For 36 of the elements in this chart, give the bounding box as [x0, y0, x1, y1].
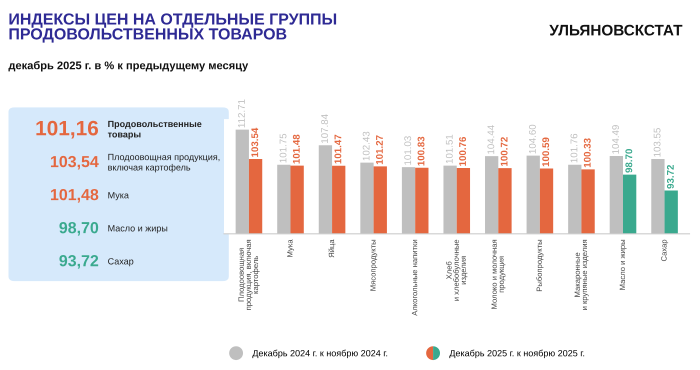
data-label: 101.27 — [376, 135, 383, 164]
data-label: 101.48 — [292, 134, 300, 164]
data-label: 112.71 — [238, 100, 245, 128]
text: 101,16 — [36, 120, 98, 139]
text: декабрь 2025 г. в % к предыдущему месяцу — [8, 61, 248, 72]
data-label: 100.76 — [459, 136, 466, 166]
legend-label: Декабрь 2025 г. к ноябрю 2025 г. — [449, 350, 584, 358]
data-label: 102.43 — [362, 132, 370, 160]
text: ИНДЕКСЫ ЦЕН НА ОТДЕЛЬНЫЕ ГРУППЫ ПРОДОВОЛЬСТВЕННЫХ ТОВАРОВ — [9, 13, 336, 43]
text: 98,70 — [59, 222, 98, 236]
data-label: 101.51 — [446, 134, 453, 164]
data-label: 100.83 — [418, 136, 424, 166]
category-label: Продовольственные товары — [108, 120, 202, 140]
data-label: 100.33 — [584, 138, 591, 168]
text: 101,48 — [50, 188, 98, 203]
data-label: 104.44 — [487, 125, 494, 154]
category-label: Плодоовощная продукция, включая картофель — [108, 154, 220, 172]
data-label: 101.03 — [404, 136, 412, 165]
data-label: 101.75 — [280, 134, 286, 162]
data-label: 103.55 — [654, 128, 661, 157]
category-label: Масло и жиры — [108, 225, 168, 234]
data-label: 100.72 — [500, 137, 508, 166]
text: 93,72 — [59, 255, 98, 269]
text: УЛЬЯНОВСКСТАТ — [549, 24, 682, 36]
data-label: 104.49 — [612, 125, 619, 154]
data-label: 103.54 — [251, 128, 258, 157]
data-label: 107.84 — [321, 114, 328, 143]
category-label: Мука — [108, 192, 129, 200]
data-label: 100.59 — [542, 138, 550, 166]
legend-label: Декабрь 2024 г. к ноябрю 2024 г. — [252, 350, 388, 358]
data-label: 93.72 — [666, 164, 674, 189]
data-label: 104.60 — [528, 124, 536, 154]
text: 103,54 — [50, 156, 99, 170]
data-label: 101.76 — [570, 134, 578, 162]
data-label: 98.70 — [625, 149, 632, 173]
data-label: 101.47 — [334, 134, 342, 164]
